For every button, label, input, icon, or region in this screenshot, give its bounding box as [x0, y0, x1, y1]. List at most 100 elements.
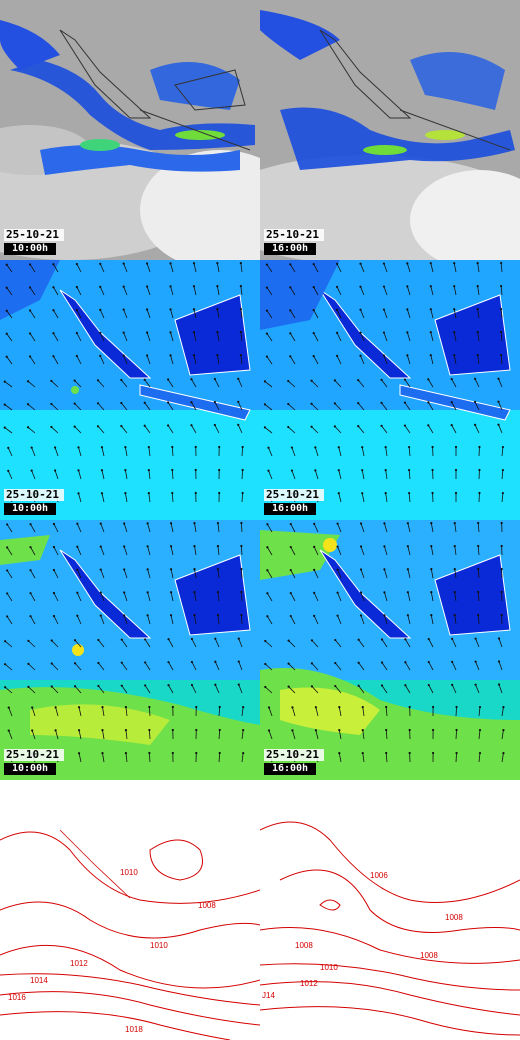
wind-vector-head	[291, 729, 294, 732]
wind-vector	[313, 355, 319, 365]
wind-vector-head	[73, 402, 76, 405]
wind-vector-head	[451, 683, 454, 686]
wind-vector-head	[146, 591, 149, 594]
wind-vector-head	[52, 614, 56, 618]
wind-vector	[171, 492, 174, 503]
wind-vector-head	[359, 545, 363, 548]
wind-vector-head	[335, 285, 339, 288]
wind-vector	[30, 592, 36, 602]
wind-vector	[237, 401, 243, 411]
wind-vector	[214, 661, 220, 671]
wind-vector-head	[473, 423, 477, 426]
wind-vector-head	[406, 354, 409, 357]
wind-vector-head	[429, 308, 432, 311]
wind-vector-head	[101, 729, 104, 732]
wind-vector	[406, 263, 411, 273]
wind-vector	[477, 592, 480, 602]
isobar-label: 1014	[30, 976, 48, 985]
wind-vector-head	[361, 751, 364, 755]
wind-vector-head	[500, 613, 503, 617]
wind-vector-head	[337, 469, 340, 472]
wind-vector-head	[338, 729, 341, 732]
wind-vector	[334, 662, 342, 671]
wind-vector	[171, 469, 174, 480]
wind-vector-head	[28, 286, 32, 289]
wind-vector	[289, 333, 296, 342]
wind-vector	[97, 403, 105, 411]
wind-vector-head	[96, 379, 100, 382]
wind-vector	[477, 355, 480, 365]
wind-vector	[217, 546, 220, 556]
wind-vector-head	[314, 446, 317, 449]
wind-vector-head	[312, 354, 315, 358]
wind-vector-head	[406, 262, 409, 265]
wind-vector	[501, 753, 504, 763]
wind-vector-head	[310, 662, 314, 665]
wind-vector-head	[99, 568, 102, 571]
wind-vector-head	[190, 378, 193, 381]
wind-vector	[53, 546, 59, 556]
wind-vector-head	[28, 309, 32, 312]
wind-vector-head	[77, 729, 81, 732]
wind-vector-head	[337, 446, 340, 449]
wind-vector-head	[75, 354, 78, 358]
wind-vector-head	[287, 402, 290, 406]
wind-vector-head	[27, 685, 30, 688]
wind-vector-head	[52, 568, 56, 572]
wind-vector	[357, 379, 365, 388]
wind-vector	[360, 592, 365, 602]
wind-vector	[97, 380, 105, 388]
wind-vector-head	[4, 640, 7, 643]
wind-vector	[360, 332, 365, 342]
wind-vector	[266, 264, 273, 273]
wind-vector	[123, 263, 128, 273]
wind-vector-head	[383, 522, 386, 525]
wind-vector	[451, 401, 457, 411]
wind-vector-head	[453, 354, 456, 357]
wind-vector	[30, 523, 36, 533]
satellite-panel-1000: 25-10-21 10:00h	[0, 0, 260, 260]
wind-vector	[362, 730, 365, 740]
wind-vector-head	[242, 751, 245, 755]
wind-vector	[191, 661, 197, 671]
wind-vector-head	[382, 354, 386, 357]
wind-vector-head	[385, 728, 388, 732]
wind-vector-head	[450, 423, 453, 427]
wind-vector	[336, 332, 342, 342]
wind-vector	[384, 546, 388, 556]
wind-vector	[268, 730, 273, 740]
wind-vector	[475, 684, 480, 694]
wind-vector-head	[334, 638, 337, 642]
wind-vector	[7, 447, 13, 457]
wind-vector	[428, 661, 434, 671]
wind-vector-head	[192, 285, 196, 288]
wind-vector	[98, 685, 105, 694]
wind-vector-head	[145, 285, 149, 288]
wind-vector-head	[100, 446, 104, 449]
wind-vector	[146, 286, 151, 296]
wind-vector	[313, 615, 319, 625]
wind-vector-head	[124, 446, 127, 449]
wind-vector-head	[453, 285, 456, 288]
wind-vector	[27, 403, 36, 411]
timestamp-box: 25-10-21 10:00h	[4, 749, 64, 775]
wind-vector-head	[28, 355, 32, 358]
wind-vector-head	[30, 446, 33, 449]
wind-vector-head	[122, 354, 125, 357]
wind-vector-head	[454, 491, 458, 495]
wind-vector-head	[241, 468, 244, 472]
wind-vector	[337, 569, 342, 579]
wind-vector	[100, 523, 105, 533]
wind-vector-head	[380, 424, 383, 427]
wind-vector-head	[450, 400, 453, 404]
wind-vector-head	[383, 591, 386, 594]
wind-vector	[98, 662, 105, 671]
wind-vector-head	[359, 522, 363, 525]
wind-vector-head	[6, 546, 9, 549]
wind-vector	[408, 470, 411, 480]
wind-vector	[287, 403, 296, 411]
wind-vector	[313, 569, 319, 579]
wind-vector	[430, 592, 434, 602]
wind-vector	[31, 730, 36, 740]
wind-vector-head	[148, 751, 151, 755]
